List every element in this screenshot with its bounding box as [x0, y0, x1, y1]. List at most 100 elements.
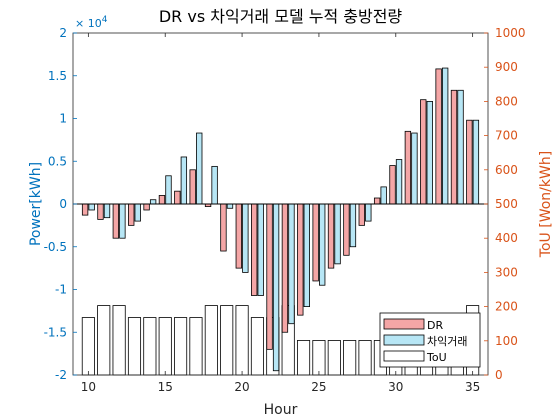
- right-tick-label: 100: [495, 334, 518, 348]
- arbitrage-bar-11: [103, 203, 111, 219]
- right-tick-label: 800: [495, 94, 518, 108]
- tou-bar-20: [235, 305, 249, 376]
- arbitrage-bar-35: [472, 119, 480, 205]
- chart-title: DR vs 차익거래 모델 누적 충방전량: [159, 7, 403, 26]
- arbitrage-bar-21: [257, 203, 264, 296]
- right-tick-label: 500: [495, 197, 518, 211]
- legend-swatch-arbitrage: [383, 334, 425, 346]
- left-axis-title: Power[kWh]: [28, 162, 44, 246]
- arbitrage-bar-31: [411, 132, 418, 205]
- dr-bar-14: [143, 203, 150, 211]
- arbitrage-bar-10: [88, 203, 95, 211]
- arbitrage-bar-34: [457, 89, 464, 205]
- tou-bar-15: [158, 317, 172, 376]
- tou-bar-26: [327, 340, 341, 376]
- x-tick-label: 15: [158, 380, 173, 394]
- legend-swatch-tou: [383, 350, 425, 362]
- power-bar-group: [81, 67, 480, 372]
- tou-bar-11: [97, 305, 111, 376]
- right-tick-label: 200: [495, 300, 518, 314]
- tou-bar-13: [127, 317, 142, 376]
- left-tick-label: 1.5: [48, 69, 67, 83]
- arbitrage-bar-26: [334, 203, 341, 265]
- dr-bar-30: [389, 165, 396, 205]
- dr-bar-15: [158, 195, 166, 205]
- tou-bar-24: [297, 340, 311, 376]
- arbitrage-bar-15: [165, 175, 172, 205]
- x-tick-label: 20: [234, 380, 249, 394]
- right-tick-label: 600: [495, 163, 518, 177]
- arbitrage-bar-32: [426, 101, 433, 205]
- dr-bar-21: [251, 203, 258, 296]
- dr-bar-23: [281, 203, 289, 333]
- x-tick-label: 30: [388, 380, 403, 394]
- arbitrage-bar-18: [211, 165, 218, 205]
- legend-label-dr: DR: [427, 319, 443, 332]
- legend: DR 차익거래 ToU: [379, 312, 481, 368]
- dr-bar-33: [435, 68, 442, 205]
- dr-bar-11: [97, 203, 104, 220]
- tou-bar-18: [204, 305, 218, 376]
- left-tick-label: 1: [59, 112, 67, 126]
- left-axis-exponent-base: × 10: [75, 17, 102, 30]
- legend-label-tou: ToU: [426, 351, 447, 364]
- x-tick-label: 25: [311, 380, 326, 394]
- tou-bar-16: [174, 317, 188, 376]
- dr-bar-24: [297, 203, 304, 316]
- arbitrage-bar-29: [380, 186, 387, 205]
- arbitrage-bar-24: [303, 203, 310, 307]
- right-tick-label: 1000: [495, 26, 526, 40]
- arbitrage-bar-20: [242, 203, 249, 273]
- dr-bar-16: [174, 190, 181, 205]
- right-tick-label: 0: [495, 368, 503, 382]
- dr-bar-28: [358, 203, 365, 226]
- left-axis-exponent: × 104: [75, 15, 108, 30]
- tou-bar-21: [250, 317, 264, 376]
- legend-swatch-dr: [383, 318, 425, 330]
- dr-bar-26: [327, 203, 335, 269]
- arbitrage-bar-27: [349, 203, 357, 248]
- dr-bar-25: [312, 203, 319, 282]
- tou-bar-17: [189, 317, 203, 376]
- dr-bar-27: [343, 203, 350, 256]
- x-axis-title: Hour: [264, 402, 298, 418]
- tou-bar-28: [358, 340, 372, 376]
- right-axis-title: ToU [Won/kWh]: [538, 151, 554, 258]
- dr-bar-29: [373, 197, 381, 205]
- dr-bar-32: [420, 99, 427, 205]
- tou-bar-19: [220, 305, 234, 376]
- left-tick-label: -1.5: [44, 325, 67, 339]
- left-tick-label: -0.5: [44, 240, 67, 254]
- arbitrage-bar-14: [149, 199, 157, 205]
- arbitrage-bar-22: [272, 203, 280, 372]
- left-tick-label: 0.5: [48, 154, 67, 168]
- tou-bar-14: [143, 317, 157, 376]
- dr-bar-22: [266, 203, 273, 350]
- dr-bar-13: [128, 203, 135, 226]
- x-tick-label: 10: [81, 380, 96, 394]
- right-tick-label: 300: [495, 265, 518, 279]
- dr-bar-34: [450, 89, 458, 205]
- dr-bar-20: [235, 203, 242, 269]
- dr-bar-35: [466, 119, 473, 205]
- left-tick-label: 0: [59, 197, 67, 211]
- arbitrage-bar-13: [134, 203, 141, 222]
- arbitrage-bar-19: [226, 203, 234, 209]
- right-tick-label: 900: [495, 60, 518, 74]
- dr-bar-31: [404, 130, 412, 205]
- arbitrage-bar-16: [180, 156, 188, 205]
- right-tick-label: 700: [495, 129, 518, 143]
- right-tick-label: 400: [495, 231, 518, 245]
- arbitrage-bar-28: [365, 203, 372, 222]
- tou-bar-25: [312, 340, 326, 376]
- arbitrage-bar-23: [288, 203, 295, 325]
- dr-bar-10: [81, 203, 89, 216]
- tou-bar-27: [343, 340, 357, 376]
- arbitrage-bar-33: [441, 67, 449, 205]
- arbitrage-bar-17: [196, 132, 203, 205]
- dr-bar-17: [189, 169, 196, 205]
- tou-bar-10: [81, 317, 95, 376]
- arbitrage-bar-25: [319, 203, 326, 286]
- left-tick-label: -2: [55, 368, 67, 382]
